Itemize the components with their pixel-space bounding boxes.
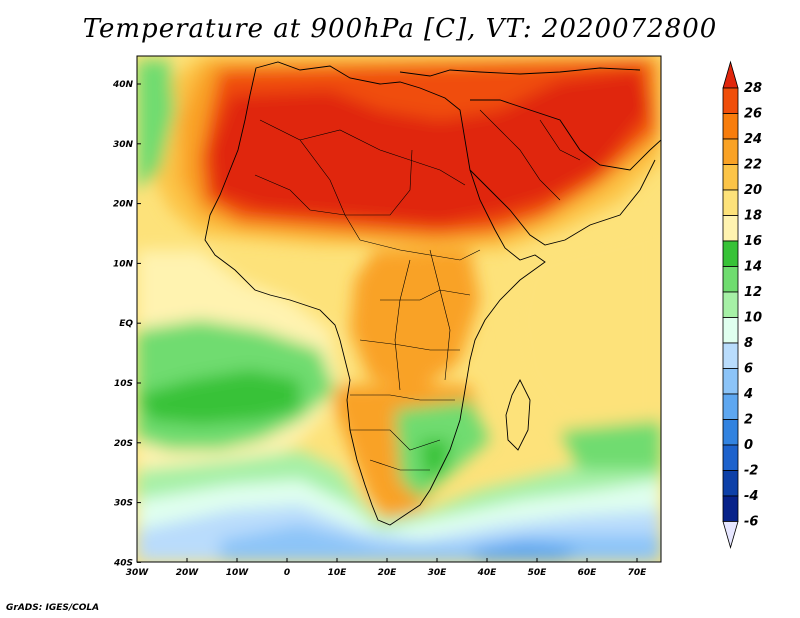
lon-tick-label: 60E <box>578 568 598 578</box>
colorbar-swatch <box>722 444 739 471</box>
colorbar-swatch <box>722 470 739 497</box>
colorbar-swatch <box>722 138 739 165</box>
colorbar-label: 24 <box>744 132 762 147</box>
colorbar-label: 16 <box>744 234 762 249</box>
colorbar-swatch <box>722 317 739 344</box>
lat-tick-label: 30N <box>113 140 134 150</box>
colorbar-label: 14 <box>744 260 762 275</box>
colorbar-swatch <box>722 266 739 293</box>
colorbar-label: 12 <box>744 285 762 300</box>
colorbar-label: 6 <box>744 362 753 377</box>
footer-credit: GrADS: IGES/COLA <box>6 603 100 613</box>
colorbar-swatch <box>722 368 739 395</box>
coastlines <box>204 61 661 526</box>
lon-tick-label: 20E <box>378 568 398 578</box>
lon-tick-label: 70E <box>628 568 648 578</box>
colorbar-label: 4 <box>743 387 753 402</box>
map-title: Temperature at 900hPa [C], VT: 202007280… <box>82 14 718 44</box>
lon-tick-label: 20W <box>176 568 200 578</box>
lon-tick-label: 30E <box>428 568 448 578</box>
lat-tick-label: 30S <box>114 499 133 509</box>
colorbar-swatch <box>722 215 739 242</box>
colorbar-swatch <box>722 87 739 114</box>
colorbar-label: 10 <box>744 311 762 326</box>
axis-ticks: 30W 20W 10W 0 10E 20E 30E 40E 50E 60E 70E 40N 30N 20N… <box>112 80 647 578</box>
lat-tick-label: 10S <box>114 379 133 389</box>
colorbar-swatch <box>722 419 739 446</box>
lat-tick-label: 20N <box>113 200 134 210</box>
lat-tick-label: 20S <box>114 439 133 449</box>
colorbar-swatch <box>722 240 739 267</box>
colorbar-swatch <box>722 291 739 318</box>
lon-tick-label: 10W <box>226 568 250 578</box>
colorbar-swatch <box>722 113 739 140</box>
lon-tick-label: 0 <box>284 568 290 578</box>
colorbar-swatch <box>722 164 739 191</box>
colorbar-swatch <box>722 393 739 420</box>
country-borders <box>254 109 581 471</box>
colorbar-bottom-arrow <box>722 521 739 549</box>
colorbar-label: 20 <box>744 183 762 198</box>
lat-tick-label: 40N <box>112 80 134 90</box>
lon-tick-label: 50E <box>528 568 548 578</box>
colorbar-label: 8 <box>744 336 753 351</box>
colorbar-swatch <box>722 342 739 369</box>
lat-tick-label: 10N <box>113 259 134 269</box>
colorbar-label: -4 <box>744 489 758 504</box>
lon-tick-label: 40E <box>477 568 498 578</box>
lat-tick-label: 40S <box>113 558 133 568</box>
colorbar-label: 26 <box>744 107 762 122</box>
colorbar-label: -6 <box>744 515 758 530</box>
lat-tick-label: EQ <box>119 319 133 329</box>
colorbar-top-arrow <box>722 60 739 89</box>
colorbar-label: 28 <box>744 81 762 96</box>
colorbar-label: -2 <box>744 464 758 479</box>
colorbar-label: 18 <box>744 209 762 224</box>
lon-tick-label: 30W <box>126 568 150 578</box>
colorbar-label: 22 <box>744 158 762 173</box>
colorbar-swatch <box>722 189 739 216</box>
colorbar-label: 0 <box>744 438 753 453</box>
plot-frame <box>136 55 662 563</box>
colorbar-swatch <box>722 495 739 522</box>
lon-tick-label: 10E <box>328 568 348 578</box>
colorbar-label: 2 <box>744 413 753 428</box>
